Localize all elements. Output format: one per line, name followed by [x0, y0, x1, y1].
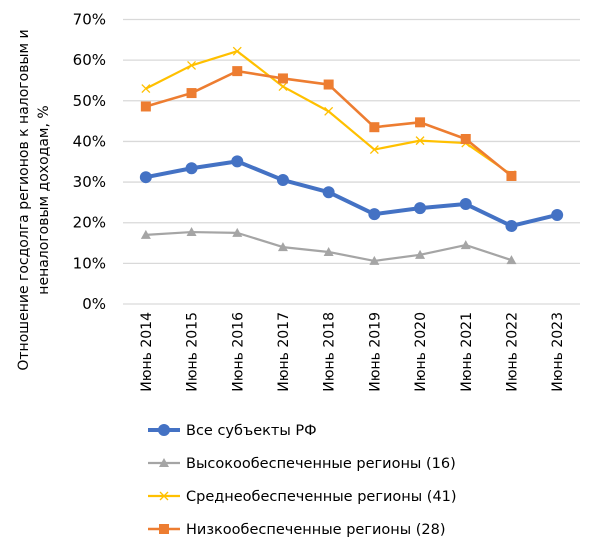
data-point [459, 198, 472, 211]
data-point [276, 174, 289, 187]
series-line [145, 159, 558, 228]
y-tick-label: 70% [73, 11, 106, 29]
legend-swatch-marker [159, 491, 169, 501]
data-point [232, 227, 243, 237]
legend-label: Высокообеспеченные регионы (16) [186, 456, 456, 472]
x-tick-label: Июнь 2019 [367, 312, 383, 392]
data-point [415, 117, 426, 128]
data-point [369, 122, 380, 133]
y-tick-label: 40% [73, 132, 106, 150]
y-tick-label: 20% [73, 214, 106, 232]
data-point [323, 246, 334, 256]
data-point [141, 84, 151, 94]
x-tick-label: Июнь 2016 [230, 312, 246, 392]
data-point [140, 229, 151, 239]
y-axis-label: Отношение госдолга регионов к налоговым … [16, 29, 52, 370]
data-point [232, 46, 242, 56]
data-point [322, 186, 335, 199]
x-tick-label: Июнь 2020 [413, 312, 429, 392]
data-point [277, 242, 288, 252]
y-tick-label: 10% [73, 254, 106, 272]
data-point [415, 249, 426, 259]
data-point [506, 170, 517, 181]
x-tick-label: Июнь 2023 [550, 312, 566, 392]
legend-label: Среднеобеспеченные регионы (41) [186, 489, 457, 505]
data-point [186, 227, 197, 237]
data-point [187, 60, 197, 70]
series-3 [140, 66, 517, 181]
data-point [232, 66, 243, 77]
data-point [139, 171, 152, 184]
y-tick-label: 30% [73, 173, 106, 191]
series-line [145, 230, 512, 263]
data-point [186, 88, 197, 99]
y-axis-label-line-2: неналоговым доходам, % [36, 105, 52, 294]
y-tick-label: 0% [82, 295, 106, 313]
data-point [140, 101, 151, 112]
data-point [551, 208, 564, 221]
data-point [369, 145, 379, 155]
grid [123, 18, 580, 305]
y-axis-ticks: 0% 10% 20% 30% 40% 50% 60% 70% [73, 11, 106, 314]
x-tick-label: Июнь 2022 [504, 312, 520, 392]
data-point [505, 219, 518, 232]
data-point [415, 136, 425, 146]
legend-swatch-marker [159, 524, 169, 534]
legend-item: Среднеобеспеченные регионы (41) [148, 489, 457, 505]
legend: Все субъекты РФ Высокообеспеченные регион… [148, 423, 457, 538]
x-tick-label: Июнь 2017 [276, 312, 292, 392]
x-tick-label: Июнь 2018 [322, 312, 338, 392]
data-point [278, 82, 288, 92]
legend-swatch-marker [158, 424, 170, 436]
x-tick-label: Июнь 2015 [185, 312, 201, 392]
data-point [231, 155, 244, 168]
legend-swatch-marker [159, 458, 169, 467]
legend-label: Низкообеспеченные регионы (28) [186, 522, 446, 538]
data-point [506, 255, 517, 265]
series-line [145, 50, 513, 176]
y-tick-label: 60% [73, 51, 106, 69]
data-point [369, 255, 380, 265]
data-point [277, 73, 288, 84]
data-point [368, 208, 381, 221]
data-point [414, 202, 427, 215]
data-point [323, 79, 334, 90]
legend-label: Все субъекты РФ [186, 423, 317, 439]
data-point [460, 133, 471, 144]
y-axis-label-line-1: Отношение госдолга регионов к налоговым … [16, 29, 32, 370]
series-group [139, 46, 564, 265]
x-tick-label: Июнь 2014 [139, 312, 155, 392]
x-tick-label: Июнь 2021 [459, 312, 475, 392]
series-1 [140, 227, 517, 265]
legend-item: Высокообеспеченные регионы (16) [148, 456, 456, 472]
data-point [460, 240, 471, 250]
legend-item: Все субъекты РФ [148, 423, 317, 439]
data-point [324, 106, 334, 116]
legend-item: Низкообеспеченные регионы (28) [148, 522, 446, 538]
data-point [185, 162, 198, 175]
series-2 [141, 46, 516, 180]
series-0 [139, 155, 564, 232]
y-tick-label: 50% [73, 92, 106, 110]
x-axis-ticks: Июнь 2014 Июнь 2015 Июнь 2016 Июнь 2017 Июнь… [139, 312, 566, 392]
